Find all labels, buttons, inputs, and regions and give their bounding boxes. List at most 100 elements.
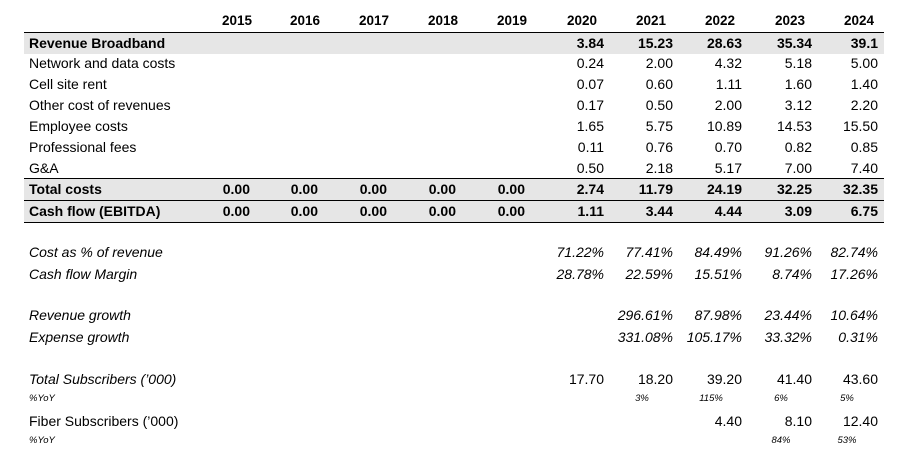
table-row: Professional fees 0.11 0.76 0.70 0.82 0.…: [24, 137, 884, 158]
table-row: Other cost of revenues 0.17 0.50 2.00 3.…: [24, 95, 884, 116]
value-cell: 8.74%: [772, 266, 812, 282]
year-header: 2016: [289, 13, 320, 28]
year-header: 2023: [774, 13, 805, 28]
value-cell: 53%: [837, 435, 857, 446]
table-row: Expense growth 331.08% 105.17% 33.32% 0.…: [24, 327, 884, 348]
value-cell: 18.20: [637, 371, 673, 387]
value-cell: 1.65: [576, 118, 604, 134]
value-cell: 32.35: [842, 181, 878, 197]
row-label: Cash flow (EBITDA): [29, 203, 161, 219]
value-cell: 2.20: [850, 97, 878, 113]
value-cell: 91.26%: [764, 244, 812, 260]
value-cell: 115%: [699, 393, 723, 404]
row-label: Expense growth: [29, 329, 130, 345]
value-cell: 7.40: [850, 160, 878, 176]
value-cell: 3.09: [784, 203, 812, 219]
value-cell: 87.98%: [694, 307, 742, 323]
table-row: Cell site rent 0.07 0.60 1.11 1.60 1.40: [24, 74, 884, 95]
value-cell: 0.07: [576, 76, 604, 92]
value-cell: 32.25: [776, 181, 812, 197]
row-label: Network and data costs: [29, 55, 176, 71]
value-cell: 1.60: [784, 76, 812, 92]
year-header: 2024: [843, 13, 874, 28]
value-cell: 0.00: [428, 203, 456, 219]
table-row: G&A 0.50 2.18 5.17 7.00 7.40: [24, 158, 884, 179]
value-cell: 0.11: [577, 139, 604, 155]
value-cell: 39.1: [850, 35, 878, 51]
value-cell: 33.32%: [764, 329, 812, 345]
value-cell: 0.24: [576, 55, 604, 71]
value-cell: 0.00: [290, 203, 318, 219]
row-label: Total Subscribers (’000): [29, 371, 177, 387]
value-cell: 8.10: [784, 413, 812, 429]
value-cell: 28.63: [706, 35, 742, 51]
year-header: 2020: [566, 13, 597, 28]
value-cell: 7.00: [784, 160, 812, 176]
value-cell: 1.11: [715, 76, 742, 92]
value-cell: 2.74: [576, 181, 604, 197]
table-row: Cash flow (EBITDA) 0.00 0.00 0.00 0.00 0…: [24, 200, 884, 223]
row-label: Revenue Broadband: [29, 35, 166, 51]
value-cell: 2.00: [645, 55, 673, 71]
row-label: Other cost of revenues: [29, 97, 171, 113]
year-header: 2018: [427, 13, 458, 28]
value-cell: 15.23: [637, 35, 673, 51]
value-cell: 15.51%: [694, 266, 742, 282]
value-cell: 296.61%: [617, 307, 673, 323]
value-cell: 39.20: [706, 371, 742, 387]
value-cell: 0.00: [222, 203, 250, 219]
value-cell: 0.00: [359, 203, 387, 219]
value-cell: 17.26%: [830, 266, 878, 282]
table-row: Total costs 0.00 0.00 0.00 0.00 0.00 2.7…: [24, 178, 884, 200]
value-cell: 77.41%: [625, 244, 673, 260]
value-cell: 3.44: [645, 203, 673, 219]
row-label: Revenue growth: [29, 307, 131, 323]
value-cell: 0.17: [576, 97, 604, 113]
value-cell: 35.34: [776, 35, 812, 51]
value-cell: 43.60: [842, 371, 878, 387]
value-cell: 24.19: [706, 181, 742, 197]
year-header: 2017: [358, 13, 389, 28]
value-cell: 10.89: [706, 118, 742, 134]
value-cell: 11.79: [638, 181, 673, 197]
table-row: Cost as % of revenue 71.22% 77.41% 84.49…: [24, 242, 884, 263]
row-label: Cell site rent: [29, 76, 107, 92]
value-cell: 17.70: [568, 371, 604, 387]
value-cell: 84%: [771, 435, 791, 446]
value-cell: 6.75: [850, 203, 878, 219]
value-cell: 22.59%: [625, 266, 673, 282]
value-cell: 2.00: [714, 97, 742, 113]
value-cell: 3%: [635, 393, 649, 404]
value-cell: 331.08%: [617, 329, 673, 345]
table-row: Cash flow Margin 28.78% 22.59% 15.51% 8.…: [24, 264, 884, 285]
value-cell: 0.50: [645, 97, 673, 113]
table-row: Revenue growth 296.61% 87.98% 23.44% 10.…: [24, 305, 884, 326]
value-cell: 4.32: [714, 55, 742, 71]
value-cell: 71.22%: [556, 244, 604, 260]
value-cell: 5%: [840, 393, 854, 404]
table-row: Network and data costs 0.24 2.00 4.32 5.…: [24, 53, 884, 74]
row-label: Cost as % of revenue: [29, 244, 163, 260]
value-cell: 5.00: [850, 55, 878, 71]
value-cell: 0.00: [359, 181, 387, 197]
value-cell: 2.18: [645, 160, 673, 176]
header-row: 2015 2016 2017 2018 2019 2020 2021 2022 …: [24, 10, 884, 31]
row-label: Total costs: [29, 181, 102, 197]
value-cell: 3.12: [784, 97, 812, 113]
value-cell: 5.17: [714, 160, 742, 176]
year-header: 2015: [221, 13, 252, 28]
table-row: Total Subscribers (’000) 17.70 18.20 39.…: [24, 369, 884, 390]
value-cell: 12.40: [842, 413, 878, 429]
value-cell: 10.64%: [830, 307, 878, 323]
row-label: %YoY: [29, 393, 55, 404]
value-cell: 0.31%: [838, 329, 878, 345]
value-cell: 0.00: [222, 181, 250, 197]
value-cell: 0.00: [497, 203, 525, 219]
value-cell: 5.18: [784, 55, 812, 71]
value-cell: 6%: [774, 393, 788, 404]
value-cell: 28.78%: [556, 266, 604, 282]
value-cell: 0.76: [645, 139, 673, 155]
value-cell: 0.50: [576, 160, 604, 176]
value-cell: 1.40: [850, 76, 878, 92]
